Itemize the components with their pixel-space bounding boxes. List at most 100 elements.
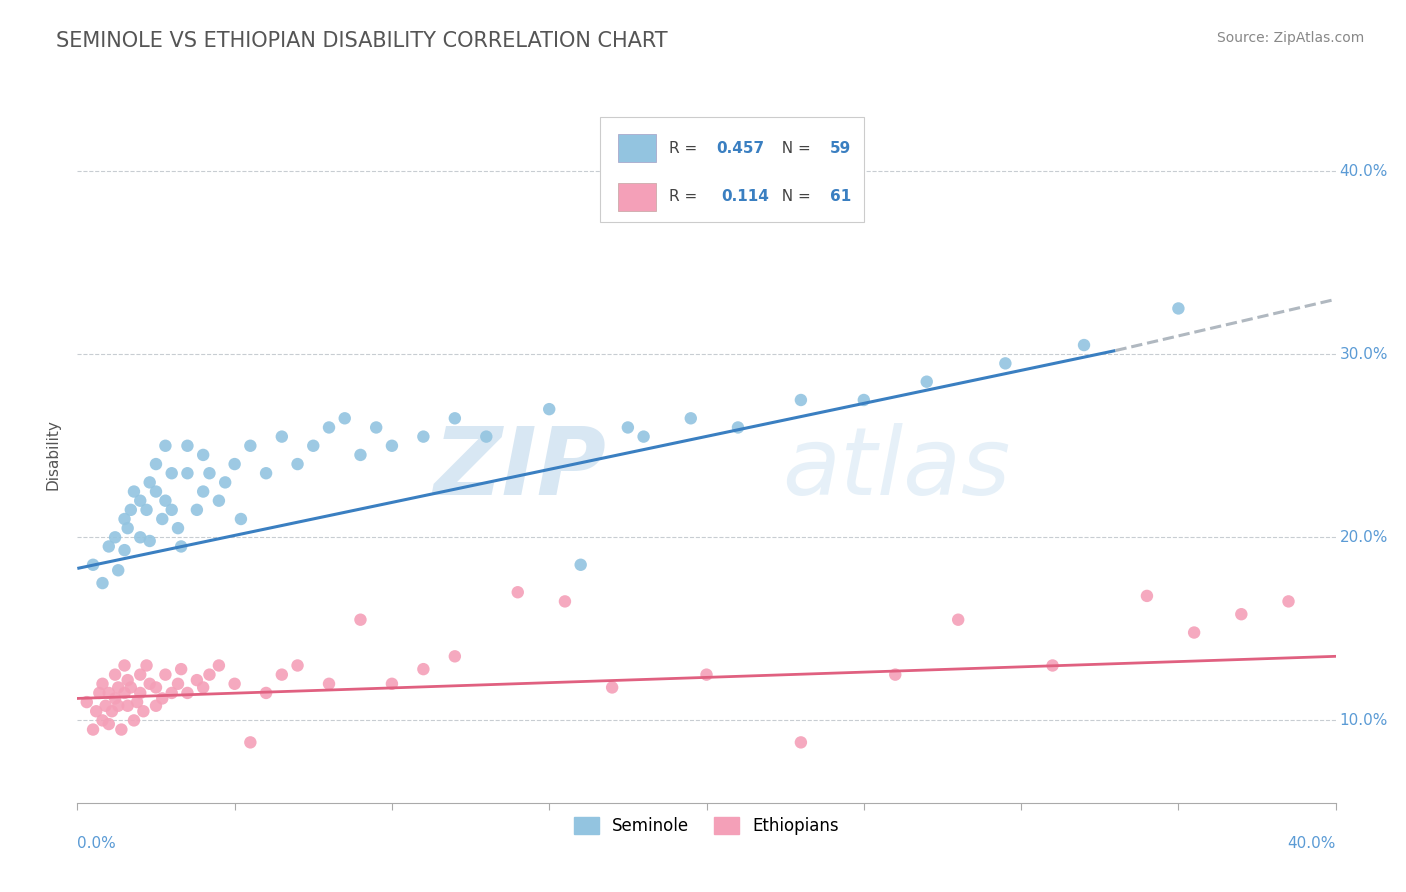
- Point: [287, 658, 309, 673]
- Point: [135, 503, 157, 517]
- Point: [617, 420, 640, 434]
- Point: [224, 677, 246, 691]
- Point: [186, 673, 208, 687]
- Point: [76, 695, 98, 709]
- Y-axis label: Disability: Disability: [45, 419, 60, 491]
- Point: [176, 686, 198, 700]
- Point: [150, 512, 173, 526]
- Point: [633, 429, 655, 443]
- Point: [150, 691, 173, 706]
- Point: [117, 521, 139, 535]
- Point: [994, 356, 1017, 370]
- Text: N =: N =: [772, 141, 815, 156]
- Point: [176, 439, 198, 453]
- Text: 0.457: 0.457: [717, 141, 765, 156]
- Point: [1136, 589, 1159, 603]
- Text: 30.0%: 30.0%: [1340, 347, 1388, 362]
- Point: [145, 698, 167, 713]
- Point: [167, 677, 190, 691]
- Point: [1167, 301, 1189, 316]
- FancyBboxPatch shape: [599, 118, 863, 222]
- Point: [117, 673, 139, 687]
- Point: [107, 681, 129, 695]
- Point: [696, 667, 718, 681]
- Point: [145, 457, 167, 471]
- Point: [208, 658, 231, 673]
- Point: [132, 704, 155, 718]
- Point: [1230, 607, 1253, 622]
- Point: [381, 677, 404, 691]
- Point: [198, 667, 221, 681]
- Point: [170, 540, 193, 554]
- Point: [600, 681, 623, 695]
- Point: [104, 667, 127, 681]
- Point: [254, 686, 277, 700]
- Point: [160, 503, 183, 517]
- Point: [239, 439, 262, 453]
- Point: [224, 457, 246, 471]
- Point: [349, 448, 371, 462]
- Point: [270, 429, 292, 443]
- Point: [727, 420, 749, 434]
- Point: [302, 439, 325, 453]
- Point: [1182, 625, 1205, 640]
- Point: [444, 649, 467, 664]
- Point: [948, 613, 970, 627]
- Point: [122, 714, 145, 728]
- Point: [155, 667, 177, 681]
- Point: [82, 558, 104, 572]
- Point: [114, 658, 136, 673]
- Point: [198, 467, 221, 481]
- Point: [114, 543, 136, 558]
- Point: [270, 667, 292, 681]
- Text: 40.0%: 40.0%: [1340, 163, 1388, 178]
- Point: [444, 411, 467, 425]
- Point: [1277, 594, 1299, 608]
- Text: 59: 59: [830, 141, 851, 156]
- Point: [82, 723, 104, 737]
- Point: [186, 503, 208, 517]
- Point: [506, 585, 529, 599]
- Point: [129, 530, 152, 544]
- Point: [129, 667, 152, 681]
- Point: [145, 484, 167, 499]
- Text: SEMINOLE VS ETHIOPIAN DISABILITY CORRELATION CHART: SEMINOLE VS ETHIOPIAN DISABILITY CORRELA…: [56, 31, 668, 51]
- Point: [101, 704, 124, 718]
- Point: [538, 402, 561, 417]
- Point: [1073, 338, 1095, 352]
- Point: [160, 686, 183, 700]
- Point: [104, 530, 127, 544]
- Point: [114, 686, 136, 700]
- Point: [191, 448, 215, 462]
- Point: [155, 493, 177, 508]
- Point: [191, 484, 215, 499]
- Point: [120, 503, 142, 517]
- Point: [239, 735, 262, 749]
- Point: [679, 411, 702, 425]
- Point: [127, 695, 149, 709]
- Point: [208, 493, 231, 508]
- Point: [97, 717, 120, 731]
- Point: [412, 429, 434, 443]
- Point: [170, 662, 193, 676]
- Point: [349, 613, 371, 627]
- FancyBboxPatch shape: [619, 135, 657, 162]
- Legend: Seminole, Ethiopians: Seminole, Ethiopians: [565, 808, 848, 843]
- Text: Source: ZipAtlas.com: Source: ZipAtlas.com: [1216, 31, 1364, 45]
- Point: [412, 662, 434, 676]
- Point: [381, 439, 404, 453]
- Text: 40.0%: 40.0%: [1288, 836, 1336, 851]
- Point: [191, 681, 215, 695]
- Text: ZIP: ZIP: [433, 423, 606, 515]
- Point: [117, 698, 139, 713]
- Point: [89, 686, 111, 700]
- Point: [569, 558, 592, 572]
- Point: [254, 467, 277, 481]
- Point: [114, 512, 136, 526]
- Text: 10.0%: 10.0%: [1340, 713, 1388, 728]
- Point: [120, 681, 142, 695]
- Point: [91, 677, 114, 691]
- Point: [229, 512, 252, 526]
- Text: R =: R =: [669, 141, 702, 156]
- Text: 0.0%: 0.0%: [77, 836, 117, 851]
